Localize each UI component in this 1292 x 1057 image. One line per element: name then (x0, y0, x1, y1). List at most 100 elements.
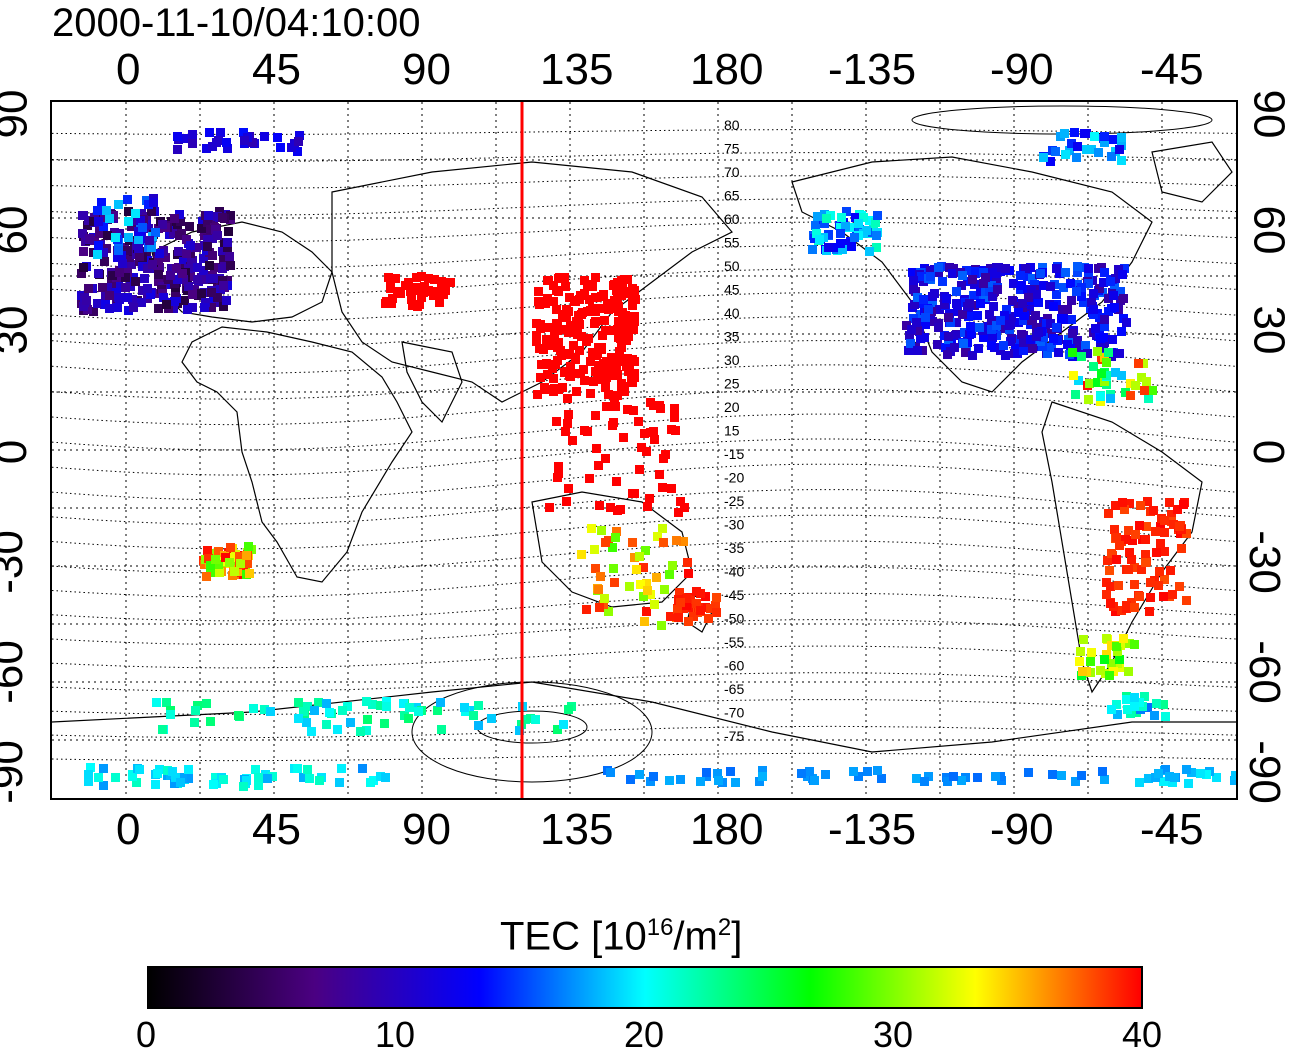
tec-sample (1106, 582, 1115, 591)
map-canvas: 80 75 70 65 60 55 50 45 40 35 30 25 20 15 -15 -20 -25 -30… (52, 102, 1236, 798)
tec-sample (214, 547, 223, 556)
tec-sample (542, 385, 551, 394)
tec-sample (591, 564, 600, 573)
tec-sample (1103, 556, 1112, 565)
tec-sample (564, 410, 573, 419)
tec-sample (99, 781, 108, 790)
tec-sample (1161, 712, 1170, 721)
tec-sample (545, 503, 554, 512)
tec-sample (1047, 343, 1056, 352)
tec-sample (1120, 505, 1129, 514)
tec-sample (1046, 282, 1055, 291)
tec-sample (1090, 132, 1099, 141)
tec-sample (628, 378, 637, 387)
tec-sample (1114, 265, 1123, 274)
tec-sample (140, 274, 149, 283)
tec-sample (1007, 313, 1016, 322)
tec-sample (674, 613, 683, 622)
tec-sample (992, 278, 1001, 287)
tec-sample (591, 273, 600, 282)
tec-sample (173, 145, 182, 154)
tec-sample (1143, 703, 1152, 712)
tec-sample (676, 775, 685, 784)
tec-sample (303, 765, 312, 774)
tec-sample (243, 559, 252, 568)
tec-sample (203, 235, 212, 244)
tec-sample (1110, 525, 1119, 534)
tec-sample (850, 233, 859, 242)
tec-sample (188, 290, 197, 299)
tec-sample (1089, 289, 1098, 298)
tec-sample (928, 299, 937, 308)
tec-sample (952, 318, 961, 327)
tec-sample (985, 287, 994, 296)
tec-sample (225, 252, 234, 261)
tec-sample (623, 354, 632, 363)
tec-sample (552, 286, 561, 295)
tec-sample (188, 130, 197, 139)
tec-sample (115, 295, 124, 304)
tec-sample (299, 707, 308, 716)
tec-sample (193, 275, 202, 284)
tec-sample (1094, 148, 1103, 157)
tec-sample (554, 462, 563, 471)
tec-sample (1106, 394, 1115, 403)
tec-sample (650, 435, 659, 444)
tec-sample (1046, 157, 1055, 166)
tec-sample (1121, 535, 1130, 544)
tec-sample (1047, 329, 1056, 338)
tec-sample (1093, 378, 1102, 387)
tec-sample (1166, 566, 1175, 575)
tec-sample (553, 473, 562, 482)
tec-sample (553, 725, 562, 734)
tec-sample (108, 271, 117, 280)
tec-sample (958, 310, 967, 319)
tec-sample (1140, 692, 1149, 701)
tec-sample (586, 357, 595, 366)
tec-sample (1146, 593, 1155, 602)
tec-sample (1111, 274, 1120, 283)
tec-sample (186, 241, 195, 250)
tec-sample (632, 565, 641, 574)
dip-contour-label: 70 (724, 164, 740, 180)
tec-sample (151, 228, 160, 237)
tec-sample (670, 413, 679, 422)
tec-sample (602, 357, 611, 366)
tec-sample (958, 271, 967, 280)
tec-sample (222, 138, 231, 147)
tec-sample (920, 333, 929, 342)
tec-sample (412, 283, 421, 292)
tec-sample (1141, 558, 1150, 567)
tec-sample (642, 607, 651, 616)
tec-sample (143, 284, 152, 293)
tec-sample (203, 218, 212, 227)
tec-sample (907, 325, 916, 334)
right-lat-tick: 90 (1244, 89, 1292, 139)
tec-sample (702, 768, 711, 777)
left-lat-tick: 90 (0, 89, 37, 139)
tec-sample (391, 274, 400, 283)
tec-sample (206, 717, 215, 726)
tec-sample (1104, 294, 1113, 303)
dip-contour (52, 388, 1236, 426)
tec-sample (992, 321, 1001, 330)
bottom-lon-tick: 135 (540, 805, 614, 854)
tec-sample (988, 333, 997, 342)
tec-sample (1067, 296, 1076, 305)
tec-sample (815, 235, 824, 244)
tec-sample (1019, 316, 1028, 325)
tec-sample (1026, 263, 1035, 272)
tec-sample (82, 296, 91, 305)
dip-contour (52, 672, 1236, 692)
tec-sample (124, 217, 133, 226)
tec-sample (105, 291, 114, 300)
tec-sample (203, 242, 212, 251)
dip-contour-label: 55 (724, 235, 740, 251)
top-lon-tick: 0 (116, 45, 141, 94)
tec-sample (322, 720, 331, 729)
tec-sample (988, 268, 997, 277)
tec-sample (824, 230, 833, 239)
tec-sample (302, 718, 311, 727)
tec-sample (630, 373, 639, 382)
tec-sample (580, 426, 589, 435)
